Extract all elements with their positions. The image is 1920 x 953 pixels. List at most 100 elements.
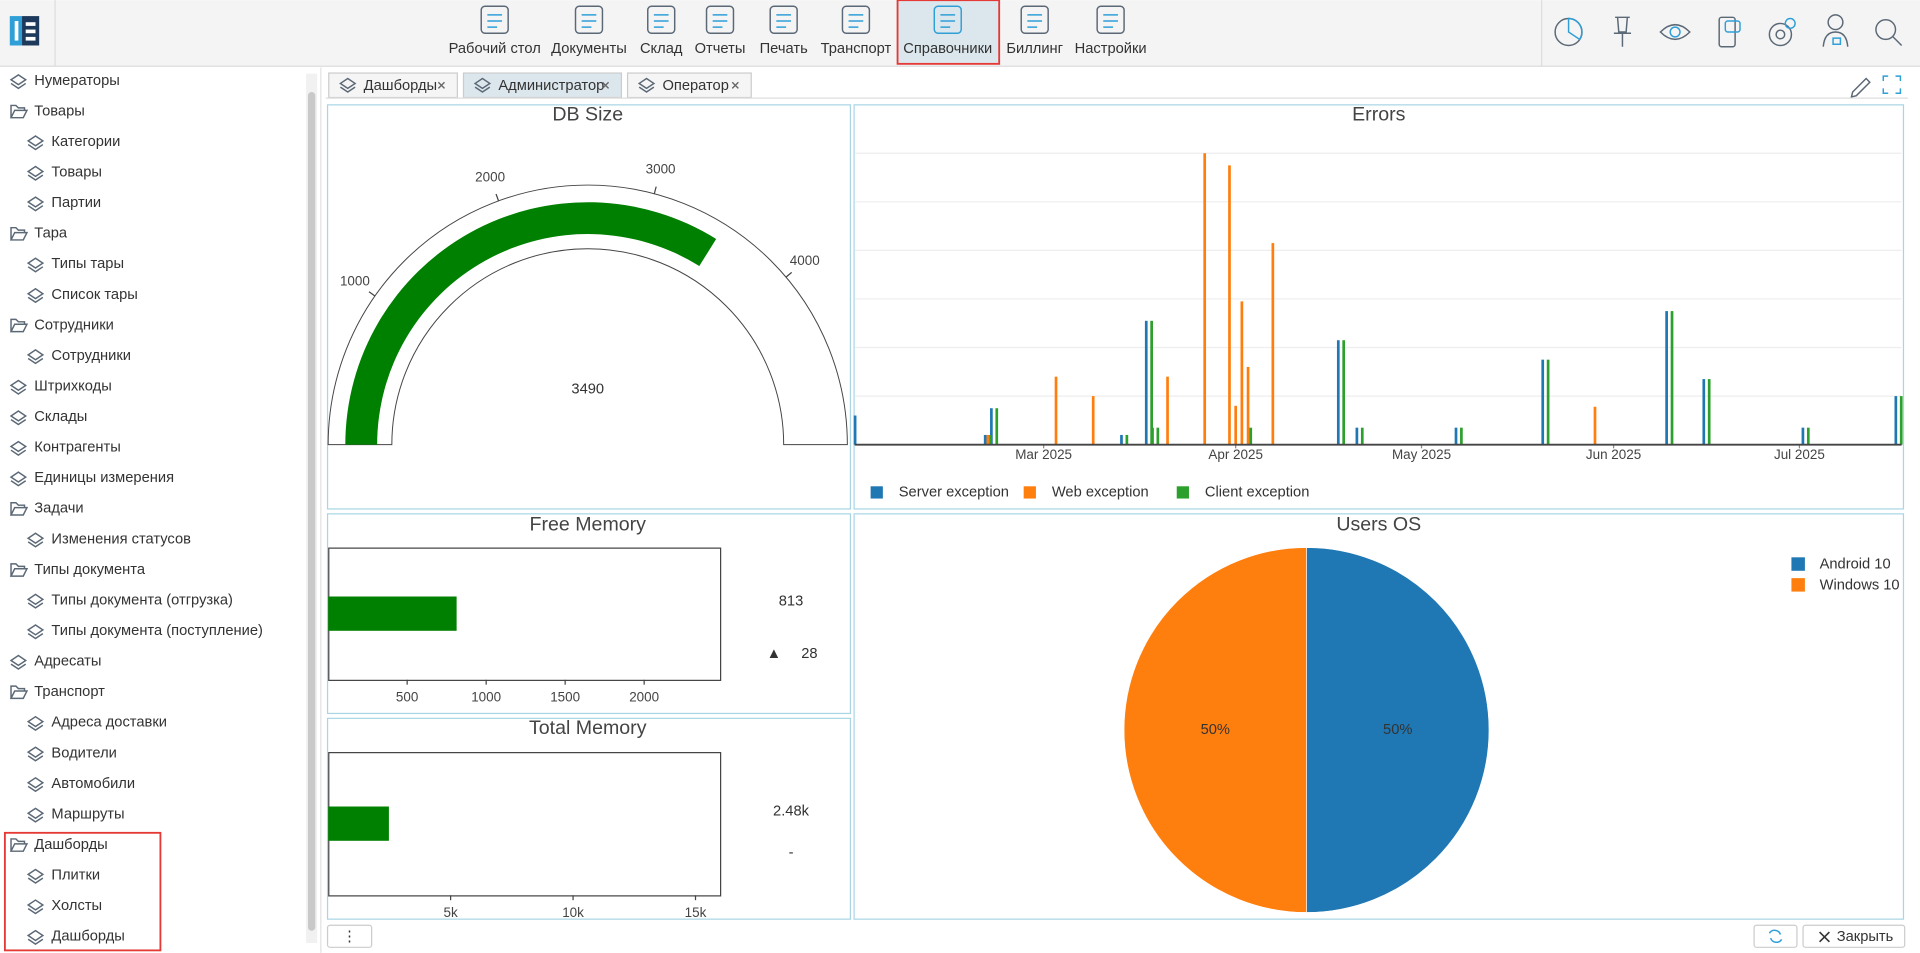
tree-label[interactable]: Водители — [51, 745, 116, 761]
tree-label[interactable]: Единицы измерения — [34, 470, 174, 486]
gauge-tick-label: 3000 — [646, 162, 676, 177]
x-tick-label: Apr 2025 — [1208, 447, 1263, 462]
bar — [1460, 428, 1463, 445]
tree-label[interactable]: Дашборды — [34, 837, 107, 853]
legend-swatch — [1177, 486, 1189, 498]
tree-label[interactable]: Сотрудники — [34, 317, 114, 333]
tree-label[interactable]: Товары — [34, 103, 85, 119]
x-tick-label: 2000 — [629, 690, 659, 705]
tree-label[interactable]: Маршруты — [51, 806, 124, 822]
tree-label[interactable]: Адреса доставки — [51, 715, 167, 731]
bar — [984, 435, 987, 445]
legend-label: Windows 10 — [1820, 577, 1900, 593]
logo[interactable] — [10, 16, 39, 45]
tool-label[interactable]: Отчеты — [695, 41, 746, 57]
tree-label[interactable]: Типы документа (поступление) — [51, 623, 262, 639]
x-tick-label: May 2025 — [1392, 447, 1451, 462]
tree-label[interactable]: Список тары — [51, 287, 137, 303]
tree-label[interactable]: Категории — [51, 134, 120, 150]
tab[interactable]: Дашборды — [329, 73, 458, 97]
tool-label[interactable]: Рабочий стол — [449, 41, 541, 57]
slice-label: 50% — [1201, 722, 1230, 738]
bar — [1247, 367, 1250, 445]
tree-label[interactable]: Транспорт — [34, 684, 105, 700]
tree-item[interactable]: Типы документа (отгрузка) — [28, 592, 233, 608]
tree-label[interactable]: Сотрудники — [51, 348, 131, 364]
tab[interactable]: Оператор — [628, 73, 752, 97]
tree-label[interactable]: Типы документа — [34, 562, 146, 578]
tree-item[interactable]: Изменения статусов — [28, 531, 191, 547]
tree-label[interactable]: Задачи — [34, 501, 83, 517]
tree-label[interactable]: Адресаты — [34, 654, 101, 670]
bar — [1671, 311, 1674, 445]
bar — [1203, 153, 1206, 444]
tab-label[interactable]: Дашборды — [364, 78, 437, 94]
panel-title: Errors — [1352, 103, 1406, 125]
bar — [1708, 379, 1711, 445]
panel-title: DB Size — [552, 103, 623, 125]
indicator-value: 2.48k — [773, 803, 810, 819]
tree-item[interactable]: Единицы измерения — [11, 470, 174, 486]
legend-label: Web exception — [1052, 484, 1149, 500]
bar — [1337, 340, 1340, 444]
bar — [1894, 396, 1897, 445]
tab-bar: Дашборды Администратор Оператор — [329, 73, 751, 97]
bar — [1547, 360, 1550, 445]
tree-label[interactable]: Тара — [34, 226, 68, 242]
delta-value: 28 — [801, 646, 817, 662]
legend-swatch — [1791, 578, 1804, 591]
bar — [1702, 379, 1705, 445]
panel-title: Users OS — [1336, 514, 1421, 536]
x-tick-label: Mar 2025 — [1015, 447, 1072, 462]
tree-label[interactable]: Типы документа (отгрузка) — [51, 592, 233, 608]
bar — [1342, 340, 1345, 444]
tree-label[interactable]: Контрагенты — [34, 440, 120, 456]
x-tick-label: 500 — [396, 690, 418, 705]
tree-label[interactable]: Автомобили — [51, 776, 135, 792]
tool-label[interactable]: Печать — [760, 41, 808, 57]
refresh-button[interactable] — [1754, 925, 1797, 947]
tree-label[interactable]: Типы тары — [51, 256, 124, 272]
tab[interactable]: Администратор — [463, 73, 621, 97]
delta-symbol: ▲ — [767, 646, 782, 662]
bar — [1055, 377, 1058, 445]
tree-item[interactable]: Типы документа (поступление) — [28, 623, 263, 639]
bar — [1361, 428, 1364, 445]
bar — [1241, 301, 1244, 444]
tree-label[interactable]: Штрихкоды — [34, 378, 111, 394]
gauge-tick-label: 1000 — [340, 273, 370, 288]
tab-label[interactable]: Администратор — [498, 78, 604, 94]
close-button[interactable]: Закрыть — [1803, 925, 1905, 947]
bar — [987, 435, 990, 445]
tool-label[interactable]: Биллинг — [1006, 41, 1063, 57]
menu-label[interactable]: ⋮ — [342, 929, 357, 945]
menu-button[interactable]: ⋮ — [328, 925, 372, 947]
x-tick-label: 15k — [685, 905, 707, 920]
tree-label[interactable]: Изменения статусов — [51, 531, 191, 547]
scrollbar-thumb[interactable] — [308, 92, 315, 931]
tool-label[interactable]: Транспорт — [821, 41, 892, 57]
bar — [1900, 396, 1903, 445]
x-tick-label: 1500 — [550, 690, 580, 705]
tool-label[interactable]: Справочники — [903, 41, 992, 57]
tree-label[interactable]: Нумераторы — [34, 73, 120, 89]
gauge-value: 3490 — [571, 381, 604, 397]
tab-label[interactable]: Оператор — [662, 78, 728, 94]
bar — [1594, 407, 1597, 445]
tree-label[interactable]: Дашборды — [51, 929, 124, 945]
bar — [1092, 396, 1095, 445]
tree-label[interactable]: Партии — [51, 195, 101, 211]
tree-label[interactable]: Холсты — [51, 898, 102, 914]
tool-label[interactable]: Документы — [551, 41, 627, 57]
tool-label[interactable]: Настройки — [1075, 41, 1147, 57]
x-tick-label: 10k — [562, 905, 584, 920]
tree-label[interactable]: Склады — [34, 409, 87, 425]
bar — [1356, 428, 1359, 445]
tree-label[interactable]: Товары — [51, 165, 102, 181]
tool-label[interactable]: Склад — [640, 41, 683, 57]
tree-label[interactable]: Плитки — [51, 868, 100, 884]
bar — [1150, 321, 1153, 445]
x-tick-label: 1000 — [471, 690, 501, 705]
legend-swatch — [871, 486, 883, 498]
close-label[interactable]: Закрыть — [1837, 929, 1894, 945]
